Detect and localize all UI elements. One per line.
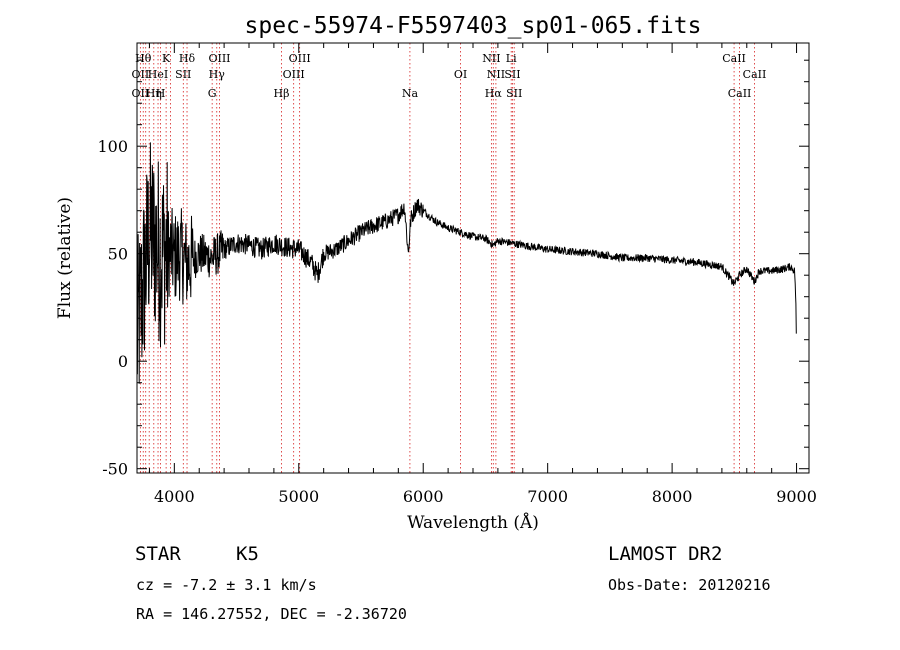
plot-frame [136, 42, 810, 474]
marker-label: SII [175, 68, 191, 81]
marker-label: NII [487, 68, 505, 81]
x-tick-label: 4000 [154, 487, 195, 506]
marker-label: OIII [289, 52, 311, 65]
marker-label: OII [132, 68, 150, 81]
chart-title: spec-55974-F5597403_sp01-065.fits [245, 13, 702, 39]
marker-label: OII [132, 87, 150, 100]
coordinates-text: RA = 146.27552, DEC = -2.36720 [136, 605, 407, 623]
y-tick-label: 50 [108, 245, 128, 264]
object-subclass: K5 [236, 543, 259, 565]
marker-label: NII [482, 52, 500, 65]
marker-label: Na [402, 87, 419, 100]
marker-label: G [208, 87, 217, 100]
x-tick-label: 5000 [278, 487, 319, 506]
marker-label: Hη [146, 87, 162, 100]
survey-name: LAMOST DR2 [608, 543, 722, 565]
y-tick-label: -50 [102, 460, 128, 479]
y-axis-label: Flux (relative) [55, 197, 75, 319]
marker-label: Hγ [209, 68, 226, 81]
object-class: STAR [135, 543, 181, 565]
x-axis-label: Wavelength (Å) [407, 512, 539, 533]
y-tick-label: 0 [118, 352, 128, 371]
redshift-text: cz = -7.2 ± 3.1 km/s [136, 576, 317, 594]
x-axis: 4000 5000 6000 7000 8000 9000 [148, 43, 817, 506]
spectrum-series [136, 142, 797, 384]
marker-label: CaII [743, 68, 767, 81]
marker-label: HeI [148, 68, 168, 81]
x-tick-label: 8000 [652, 487, 693, 506]
marker-label: Hβ [274, 87, 290, 100]
marker-label: Hδ [179, 52, 196, 65]
spectrum-line [136, 142, 797, 384]
y-tick-label: 100 [97, 137, 128, 156]
marker-label: H [156, 87, 166, 100]
x-tick-label: 6000 [403, 487, 444, 506]
marker-label: OIII [283, 68, 305, 81]
marker-label: Li [506, 52, 517, 65]
x-tick-label: 9000 [776, 487, 817, 506]
obs-date-text: Obs-Date: 20120216 [608, 576, 771, 594]
marker-label: SII [506, 87, 522, 100]
marker-label: Hα [485, 87, 503, 100]
marker-label: CaII [728, 87, 752, 100]
marker-label: OI [454, 68, 467, 81]
marker-label: CaII [722, 52, 746, 65]
marker-label: SII [504, 68, 520, 81]
marker-label: Hθ [135, 52, 152, 65]
marker-label: OIII [208, 52, 230, 65]
y-axis: -50 0 50 100 [97, 59, 809, 479]
x-tick-label: 7000 [527, 487, 568, 506]
marker-label: K [162, 52, 171, 65]
